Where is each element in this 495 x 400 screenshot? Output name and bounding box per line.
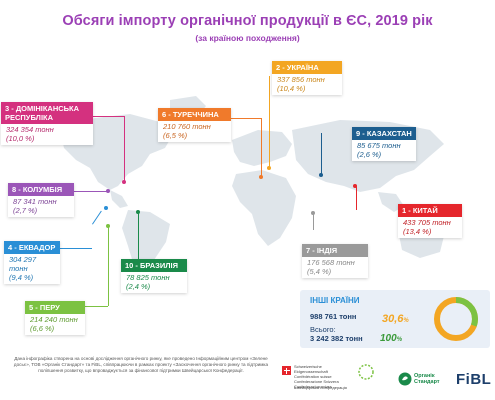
southeast-asia-shape (378, 192, 404, 212)
card-china-share: (13,4 %) (403, 227, 432, 236)
card-china-value: 433 705 тонн (403, 218, 451, 227)
total-value: 3 242 382 тонн (310, 334, 363, 343)
card-ecuador: 4 - ЕКВАДОР 304 297 тонн (9,4 %) (4, 241, 60, 284)
ecuador-leader-line (60, 248, 92, 249)
central-america-shape (110, 190, 128, 208)
china-dot (353, 184, 357, 188)
card-kazakhstan: 9 - КАЗАХСТАН 85 675 тонн (2,6 %) (352, 127, 416, 161)
card-brazil-value: 78 825 тонн (126, 273, 170, 282)
ukraine-dot (267, 166, 271, 170)
card-colombia-value: 87 341 тонн (13, 197, 57, 206)
india-leader-line (313, 213, 314, 230)
swiss-logo-text: Schweizerische Eidgenossenschaft Confédé… (294, 364, 339, 389)
card-colombia-share: (2,7 %) (13, 206, 38, 215)
card-dominican-label: 3 - ДОМІНІКАНСЬКА РЕСПУБЛІКА (1, 102, 93, 124)
ecuador-dot (104, 206, 108, 210)
donut-other-arc (434, 297, 478, 341)
card-dominican: 3 - ДОМІНІКАНСЬКА РЕСПУБЛІКА 324 354 тон… (1, 102, 93, 145)
share-donut (434, 297, 478, 341)
card-peru: 5 - ПЕРУ 214 240 тонн (6,6 %) (25, 301, 85, 335)
card-ukraine-label: 2 - УКРАЇНА (272, 61, 342, 74)
card-peru-share: (6,6 %) (30, 324, 55, 333)
total-percent-value: 100 (380, 333, 397, 344)
card-china: 1 - КИТАЙ 433 705 тонн (13,4 %) (398, 204, 462, 238)
card-india-value: 176 568 тонн (307, 258, 355, 267)
card-ukraine: 2 - УКРАЇНА 337 856 тонн (10,4 %) (272, 61, 342, 95)
other-countries-label: ІНШІ КРАЇНИ (310, 296, 360, 305)
card-turkey-label: 6 - ТУРЕЧЧИНА (158, 108, 231, 121)
organic-standard-logo-icon (398, 372, 412, 386)
card-india: 7 - ІНДІЯ 176 568 тонн (5,4 %) (302, 244, 368, 278)
other-countries-value: 988 761 тонн (310, 312, 357, 321)
card-china-label: 1 - КИТАЙ (398, 204, 462, 217)
card-peru-value: 214 240 тонн (30, 315, 78, 324)
turkey-leader-line (231, 118, 261, 119)
fibl-logo: FiBL (456, 371, 492, 388)
card-dominican-share: (10,0 %) (6, 134, 35, 143)
card-ukraine-share: (10,4 %) (277, 84, 306, 93)
colombia-leader-line (74, 191, 108, 192)
china-leader-line-v (356, 186, 357, 210)
card-dominican-value: 324 354 тонн (6, 125, 54, 134)
page-subtitle: (за країною походження) (195, 33, 300, 43)
ukraine-leader-line (269, 76, 270, 168)
footer-note: Дана інфографіка створена на основі досл… (13, 356, 269, 373)
swiss-logo-subtext: Швейцарська Конфедерація (294, 385, 347, 390)
dominican-dot (122, 180, 126, 184)
card-brazil: 10 - БРАЗИЛІЯ 78 825 тонн (2,4 %) (121, 259, 187, 293)
card-brazil-share: (2,4 %) (126, 282, 151, 291)
kazakhstan-dot (319, 173, 323, 177)
card-turkey: 6 - ТУРЕЧЧИНА 210 760 тонн (6,5 %) (158, 108, 231, 142)
swiss-flag-icon (282, 366, 291, 375)
card-colombia-label: 8 - КОЛУМБІЯ (8, 183, 74, 196)
card-turkey-share: (6,5 %) (163, 131, 188, 140)
card-brazil-label: 10 - БРАЗИЛІЯ (121, 259, 187, 272)
brazil-dot (136, 210, 140, 214)
total-label: Всього: (310, 325, 336, 334)
colombia-dot (106, 189, 110, 193)
card-kazakhstan-share: (2,6 %) (357, 150, 382, 159)
card-india-share: (5,4 %) (307, 267, 332, 276)
green-dossier-logo-icon (358, 364, 374, 380)
card-kazakhstan-value: 85 675 тонн (357, 141, 401, 150)
card-kazakhstan-label: 9 - КАЗАХСТАН (352, 127, 416, 140)
dominican-leader-line-v (124, 116, 125, 182)
turkey-leader-line-v (261, 118, 262, 176)
card-ecuador-value: 304 297 тонн (9, 255, 37, 273)
other-countries-percent: 30,6% (382, 309, 409, 327)
kazakhstan-leader-line (321, 133, 322, 175)
turkey-dot (259, 175, 263, 179)
card-india-label: 7 - ІНДІЯ (302, 244, 368, 257)
page-title: Обсяги імпорту органічної продукції в ЄС… (62, 13, 433, 29)
card-ecuador-share: (9,4 %) (9, 273, 34, 282)
other-countries-percent-value: 30,6 (382, 313, 404, 325)
card-ukraine-value: 337 856 тонн (277, 75, 325, 84)
card-ecuador-label: 4 - ЕКВАДОР (4, 241, 60, 254)
total-percent: 100% (380, 328, 402, 346)
brazil-leader-line (138, 212, 139, 264)
card-colombia: 8 - КОЛУМБІЯ 87 341 тонн (2,7 %) (8, 183, 74, 217)
peru-dot (106, 224, 110, 228)
summary-panel: ІНШІ КРАЇНИ 988 761 тонн 30,6% Всього: 3… (300, 290, 490, 348)
peru-leader-line-v (108, 226, 109, 306)
india-dot (311, 211, 315, 215)
other-countries-percent-sign: % (403, 318, 409, 324)
card-peru-label: 5 - ПЕРУ (25, 301, 85, 314)
card-turkey-value: 210 760 тонн (163, 122, 211, 131)
europe-shape (232, 130, 292, 166)
total-percent-sign: % (396, 337, 403, 343)
africa-shape (232, 170, 296, 246)
organic-standard-logo-text: Органік Стандарт (414, 373, 440, 385)
